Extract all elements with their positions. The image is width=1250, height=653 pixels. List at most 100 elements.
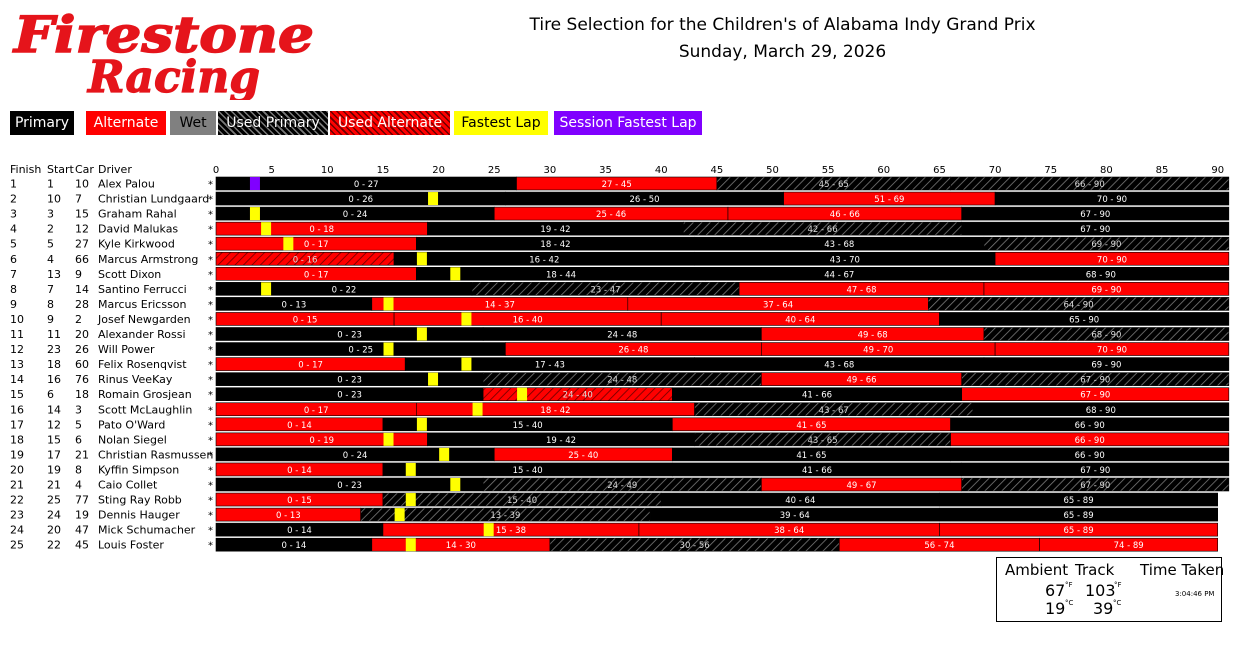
stint-label: 65 - 89 — [1064, 496, 1094, 506]
start-position: 12 — [47, 418, 61, 431]
column-header-car: Car — [75, 163, 94, 176]
car-number: 60 — [75, 358, 89, 371]
stint-label: 15 - 38 — [496, 526, 526, 536]
stint-label: 46 - 66 — [830, 210, 860, 220]
driver-row: 21 21 4 Caio Collet * 0 - 23 24 - 49 49 - 67 67 … — [10, 477, 1230, 492]
stint-label: 24 - 49 — [607, 481, 637, 491]
row-mark: * — [208, 360, 213, 371]
fastest-lap-marker — [428, 372, 439, 386]
stint-label: 0 - 26 — [348, 195, 373, 205]
start-position: 4 — [47, 253, 54, 266]
stint-label: 0 - 18 — [309, 225, 334, 235]
stint-label: 25 - 46 — [596, 210, 626, 220]
brand-racing: Racing — [86, 52, 260, 100]
driver-name: Felix Rosenqvist — [98, 358, 187, 371]
fastest-lap-marker — [450, 478, 461, 491]
driver-name: Romain Grosjean — [98, 388, 192, 401]
track-celsius-unit: °C — [1113, 599, 1122, 607]
driver-name: Christian Rasmussen — [98, 448, 213, 461]
page-title: Tire Selection for the Children's of Ala… — [440, 12, 1125, 66]
x-tick-label: 80 — [1100, 165, 1113, 176]
start-position: 3 — [47, 208, 54, 221]
driver-name: Santino Ferrucci — [98, 283, 187, 296]
fastest-lap-marker — [517, 387, 528, 401]
driver-row: 22 25 77 Sting Ray Robb * 0 - 15 15 - 40 40 - 6… — [10, 492, 1219, 507]
driver-row: 3 3 15 Graham Rahal * 0 - 24 25 - 46 46 - 66 67 … — [10, 206, 1230, 221]
stint-label: 0 - 15 — [287, 496, 312, 506]
car-number: 4 — [75, 479, 82, 492]
car-number: 7 — [75, 193, 82, 206]
driver-row: 23 24 19 Dennis Hauger * 0 - 13 13 - 39 39 - 64… — [10, 507, 1219, 522]
finish-position: 10 — [10, 313, 24, 326]
stint-label: 0 - 13 — [282, 300, 307, 310]
driver-row: 2 10 7 Christian Lundgaard* 0 - 26 26 - 50 51 … — [10, 191, 1230, 206]
driver-name: Alexander Rossi — [98, 328, 186, 341]
stint-bar — [994, 191, 1230, 206]
stint-label: 39 - 64 — [780, 511, 810, 521]
row-mark: * — [208, 225, 213, 236]
car-number: 19 — [75, 509, 89, 522]
row-mark: * — [208, 315, 213, 326]
driver-name: Kyle Kirkwood — [98, 238, 175, 251]
stint-label: 0 - 23 — [337, 331, 362, 341]
stint-label: 45 - 65 — [819, 180, 849, 190]
legend-session-fastest-lap: Session Fastest Lap — [554, 111, 702, 135]
fastest-lap-marker — [416, 327, 427, 341]
row-mark: * — [208, 511, 213, 522]
driver-row: 7 13 9 Scott Dixon * 0 - 17 18 - 44 44 - 67 68 -… — [10, 267, 1230, 281]
finish-position: 7 — [10, 268, 17, 281]
stint-label: 0 - 24 — [343, 451, 368, 461]
row-mark: * — [208, 195, 213, 206]
x-tick-label: 70 — [989, 165, 1002, 176]
stint-label: 0 - 19 — [309, 436, 334, 446]
driver-row: 15 6 18 Romain Grosjean * 0 - 23 24 - 40 41 - 6… — [10, 387, 1230, 401]
stint-label: 0 - 27 — [354, 180, 379, 190]
stint-label: 0 - 17 — [304, 270, 329, 280]
stint-label: 66 - 90 — [1075, 180, 1105, 190]
stint-label: 24 - 48 — [607, 376, 637, 386]
ambient-fahrenheit-unit: °F — [1065, 581, 1073, 589]
finish-position: 3 — [10, 208, 17, 221]
driver-name: Nolan Siegel — [98, 433, 167, 446]
stint-label: 16 - 42 — [529, 255, 559, 265]
finish-position: 13 — [10, 358, 24, 371]
stint-bar — [939, 312, 1230, 326]
stint-label: 0 - 13 — [276, 511, 301, 521]
car-number: 20 — [75, 328, 89, 341]
stint-label: 40 - 64 — [785, 315, 815, 325]
x-tick-label: 90 — [1211, 165, 1224, 176]
start-position: 11 — [47, 328, 61, 341]
stint-bar — [939, 507, 1219, 522]
fastest-lap-marker — [439, 447, 450, 461]
stint-label: 74 - 89 — [1114, 541, 1144, 551]
car-number: 47 — [75, 524, 89, 537]
finish-position: 9 — [10, 298, 17, 311]
fastest-lap-marker — [249, 207, 260, 221]
start-position: 24 — [47, 509, 61, 522]
car-number: 12 — [75, 223, 89, 236]
stint-bar — [983, 327, 1230, 341]
track-label: Track — [1075, 561, 1115, 579]
stint-label: 69 - 90 — [1091, 361, 1121, 371]
tire-stint-chart: Finish Start Car Driver 0 5 10 15 20 25 30 35 40 45 50… — [10, 163, 1230, 552]
column-header-driver: Driver — [98, 163, 132, 176]
stint-label: 24 - 40 — [563, 391, 593, 401]
stint-label: 65 - 89 — [1064, 511, 1094, 521]
stint-label: 68 - 90 — [1086, 270, 1116, 280]
stint-label: 27 - 45 — [602, 180, 632, 190]
finish-position: 24 — [10, 524, 24, 537]
driver-name: Alex Palou — [98, 178, 155, 191]
stint-bar — [972, 402, 1230, 417]
stint-label: 18 - 42 — [540, 240, 570, 250]
fastest-lap-marker — [383, 432, 394, 446]
stint-label: 43 - 68 — [824, 240, 854, 250]
stint-bar — [950, 447, 1230, 462]
start-position: 2 — [47, 223, 54, 236]
time-taken-value: 3:04:46 PM — [1175, 590, 1215, 598]
row-mark: * — [208, 270, 213, 281]
stint-label: 0 - 23 — [337, 376, 362, 386]
stint-label: 26 - 48 — [618, 346, 648, 356]
car-number: 9 — [75, 268, 82, 281]
track-celsius: 39 — [1093, 599, 1114, 618]
stint-label: 23 - 47 — [590, 285, 620, 295]
